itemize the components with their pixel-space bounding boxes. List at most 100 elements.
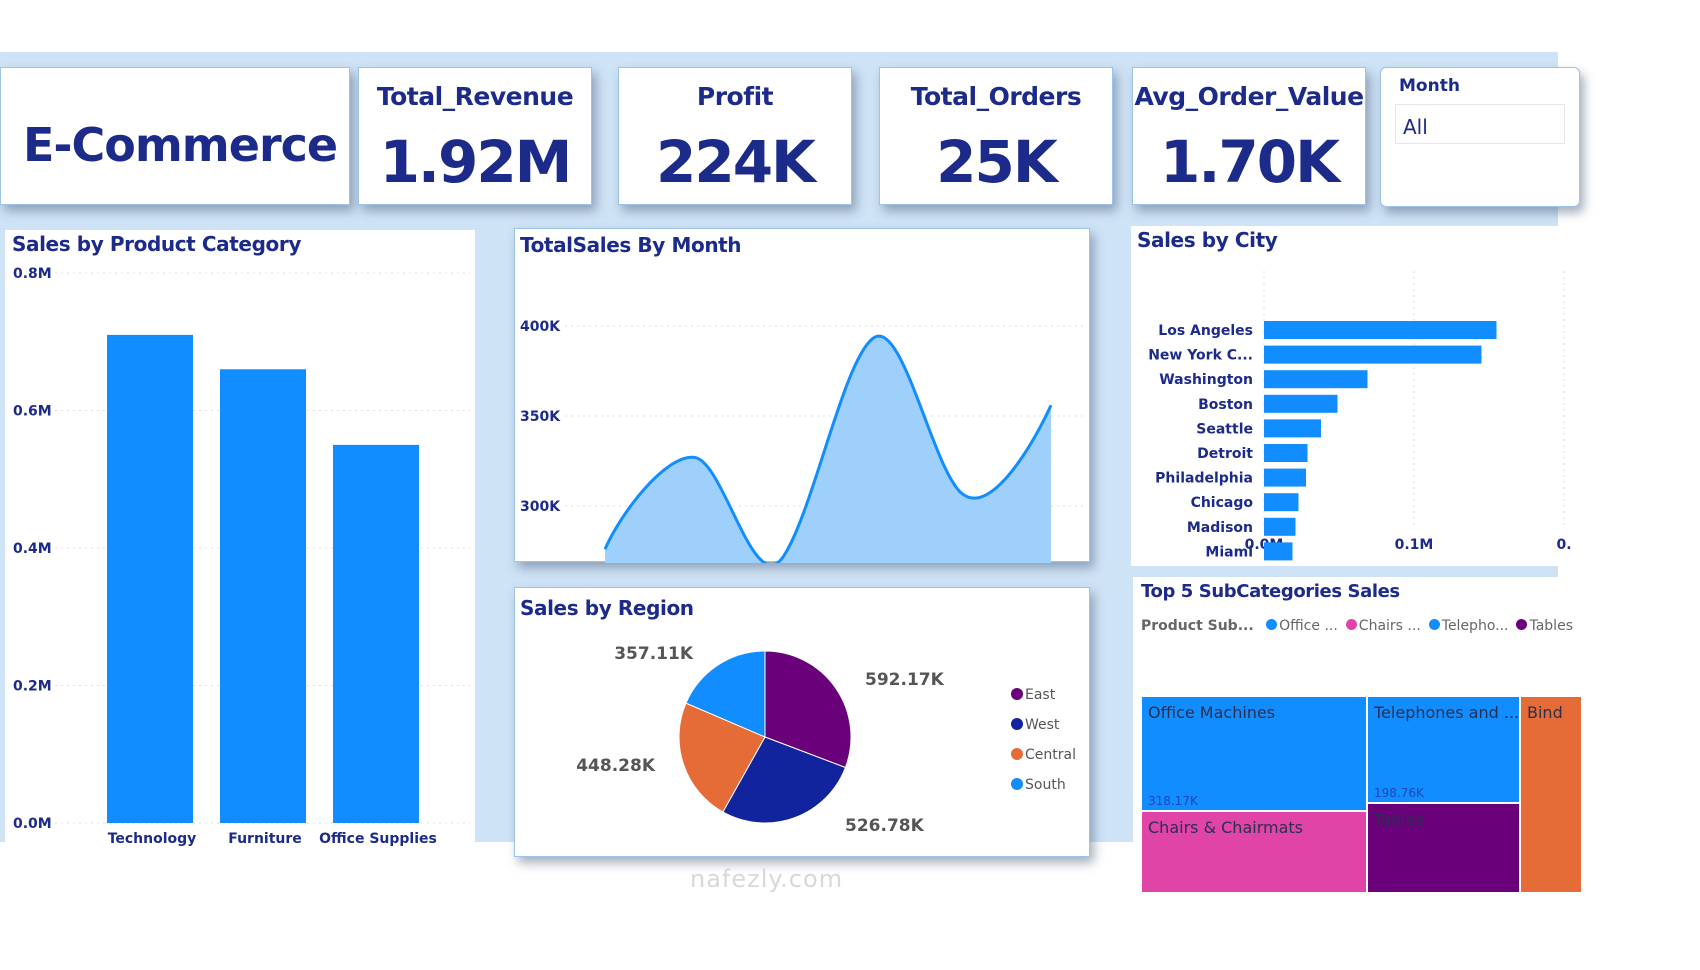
bar-technology (107, 334, 193, 823)
x-tick-label: Furniture (228, 831, 302, 847)
legend-marker (1516, 619, 1528, 630)
y-tick-label: Philadelphia (1155, 471, 1253, 487)
data-label: 357.11K (614, 644, 694, 664)
sales-by-month-card: TotalSales By Month 300K350K400KJanuaryF… (514, 228, 1090, 563)
sales-line (603, 334, 1053, 563)
bar-city (1264, 394, 1338, 413)
tile-name: Tables (1374, 810, 1424, 829)
region-pie-chart: 592.17K East 526.78K West 448.28K Central 357.… (576, 644, 1076, 836)
kpi-avg-order-value: Avg_Order_Value 1.70K (1132, 67, 1366, 205)
dashboard-title: E-Commerce (23, 118, 338, 172)
bar-city (1264, 370, 1368, 389)
legend-label: West (1025, 717, 1060, 733)
treemap: Office Machines 318.17K Telephones and ...… (1133, 577, 1581, 892)
bar-city (1264, 419, 1321, 438)
dropdown-value: All (1403, 115, 1428, 139)
slice-central (678, 702, 766, 813)
legend-marker (1011, 778, 1023, 790)
y-tick-label: 0.8M (13, 266, 52, 282)
legend-title: Product Sub... (1141, 618, 1254, 634)
legend-label: Tables (1529, 618, 1573, 634)
watermark: nafezly.com (690, 865, 844, 893)
treemap-tile[interactable]: Tables (1368, 804, 1519, 892)
tile-name: Telephones and ... (1374, 703, 1519, 722)
kpi-value: 224K (655, 128, 816, 196)
legend-label: Telepho... (1441, 618, 1509, 634)
slicer-label: Month (1399, 76, 1460, 96)
data-label: 592.17K (865, 670, 945, 690)
y-tick-label: 0.0M (13, 816, 52, 832)
y-tick-label: 0.2M (13, 679, 52, 695)
month-slicer: Month All (1380, 67, 1580, 207)
data-label: 526.78K (845, 816, 925, 836)
sales-by-category-card: Sales by Product Category 0.0M 0.2M 0.4M 0.… (5, 230, 475, 850)
y-tick-label: 350K (520, 409, 561, 425)
legend-item[interactable]: Office ... (1258, 618, 1338, 634)
treemap-tile[interactable]: Bind (1521, 697, 1581, 892)
month-dropdown[interactable]: All (1395, 104, 1565, 144)
kpi-value: 1.70K (1159, 128, 1340, 196)
treemap-tile[interactable]: Chairs & Chairmats (1142, 812, 1366, 892)
y-tick-label: Chicago (1191, 495, 1254, 511)
kpi-label: Profit (696, 82, 774, 111)
top5-subcategories-card: Top 5 SubCategories Sales Product Sub...… (1133, 577, 1581, 892)
kpi-total-revenue: Total_Revenue 1.92M (358, 67, 592, 205)
kpi-value: 1.92M (379, 128, 573, 196)
legend-label: Central (1025, 747, 1076, 763)
kpi-label: Total_Revenue (376, 82, 574, 111)
chart-title: Sales by City (1137, 228, 1278, 252)
y-tick-label: 0.6M (13, 404, 52, 420)
month-area-chart: 300K350K400KJanuaryFebruaryMarchAprilMay… (520, 319, 1085, 563)
data-label: 448.28K (576, 756, 656, 776)
sales-by-region-card: Sales by Region 592.17K East 526.78K West 44… (514, 587, 1090, 857)
slice-west (722, 736, 847, 824)
chart-title: Sales by Region (520, 596, 694, 620)
y-tick-label: 0.4M (13, 541, 52, 557)
legend-label: East (1025, 687, 1056, 703)
tile-name: Chairs & Chairmats (1148, 818, 1303, 837)
legend-item[interactable]: Tables (1508, 618, 1573, 634)
x-tick-label: Office Supplies (319, 831, 437, 847)
tile-name: Office Machines (1148, 703, 1276, 722)
treemap-tile[interactable]: Office Machines 318.17K (1142, 697, 1366, 810)
y-tick-label: Detroit (1197, 446, 1253, 462)
legend-item[interactable]: Telepho... (1421, 618, 1509, 634)
bar-city (1264, 468, 1306, 487)
legend-marker (1345, 619, 1357, 630)
x-tick-label: Technology (108, 831, 197, 847)
y-tick-label: Miami (1205, 544, 1253, 560)
y-tick-label: Seattle (1196, 421, 1253, 437)
y-tick-label: Washington (1159, 372, 1253, 388)
legend-label: South (1025, 777, 1066, 793)
legend-item[interactable]: Chairs ... (1338, 618, 1421, 634)
bar-office-supplies (333, 444, 419, 823)
bar-city (1264, 542, 1293, 561)
y-tick-label: New York C... (1148, 348, 1253, 364)
legend-marker (1011, 688, 1023, 700)
chart-title: TotalSales By Month (520, 233, 742, 257)
kpi-profit: Profit 224K (618, 67, 852, 205)
legend-label: Office ... (1279, 618, 1338, 634)
title-card: E-Commerce (0, 67, 350, 205)
bar-city (1264, 493, 1299, 512)
area-fill (605, 336, 1051, 563)
legend-marker (1011, 748, 1023, 760)
kpi-total-orders: Total_Orders 25K (879, 67, 1113, 205)
legend-label: Chairs ... (1358, 618, 1421, 634)
x-tick-label: 0. (1556, 537, 1571, 553)
y-tick-label: 400K (520, 319, 561, 335)
y-tick-label: 300K (520, 499, 561, 515)
x-tick-label: 0.1M (1395, 537, 1434, 553)
kpi-value: 25K (936, 128, 1058, 196)
bar-city (1264, 517, 1296, 536)
category-bar-chart: 0.0M 0.2M 0.4M 0.6M 0.8M Technology Furniture O… (13, 266, 470, 847)
bar-furniture (220, 369, 306, 823)
tile-name: Bind (1527, 703, 1563, 722)
legend-marker (1428, 619, 1440, 630)
kpi-label: Total_Orders (910, 82, 1082, 111)
dashboard: E-Commerce Total_Revenue 1.92M Profit 224K… (0, 52, 1581, 892)
tile-value: 318.17K (1148, 794, 1198, 808)
treemap-tile[interactable]: Telephones and ... 198.76K (1368, 697, 1519, 802)
